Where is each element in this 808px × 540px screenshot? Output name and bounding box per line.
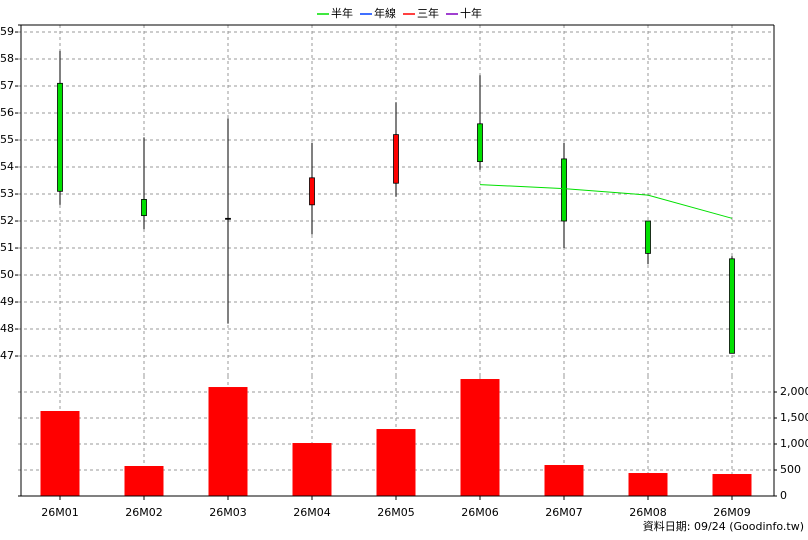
y-tick-label: 59 [0, 25, 14, 38]
y-tick-label: 47 [0, 349, 14, 362]
volume-bar [124, 466, 164, 496]
y-tick-label: 56 [0, 106, 14, 119]
candle-body [561, 158, 567, 222]
legend-label: 三年 [417, 6, 439, 20]
x-tick-label: 26M08 [629, 506, 667, 519]
volume-bar [544, 465, 584, 496]
candle-body [393, 134, 399, 184]
y-tick-label: 54 [0, 160, 14, 173]
y-tick-label: 55 [0, 133, 14, 146]
x-tick-label: 26M04 [293, 506, 331, 519]
x-tick-label: 26M07 [545, 506, 583, 519]
footer: 資料日期: 09/24 (Goodinfo.tw) [643, 519, 804, 533]
ma-line [479, 184, 733, 219]
volume-bar [460, 379, 500, 496]
volume-bar [712, 474, 752, 496]
y-tick-label: 50 [0, 268, 14, 281]
y-tick-label: 0 [780, 489, 787, 502]
y-tick-label: 57 [0, 79, 14, 92]
candle-body [225, 217, 231, 220]
volume-bar [628, 473, 668, 496]
x-tick-label: 26M01 [41, 506, 79, 519]
volume-bar [40, 410, 80, 496]
volume-bar [292, 443, 332, 496]
y-tick-label: 53 [0, 187, 14, 200]
y-tick-label: 1,000 [780, 437, 808, 450]
candle-body [141, 199, 147, 217]
legend-label: 半年 [331, 6, 353, 20]
y-tick-label: 1,500 [780, 411, 808, 424]
y-tick-label: 52 [0, 214, 14, 227]
candle-body [57, 82, 63, 192]
x-tick-label: 26M05 [377, 506, 415, 519]
y-tick-label: 58 [0, 52, 14, 65]
y-tick-label: 48 [0, 322, 14, 335]
x-tick-label: 26M09 [713, 506, 751, 519]
candle-body [477, 123, 483, 163]
candle-body [309, 177, 315, 206]
x-tick-label: 26M06 [461, 506, 499, 519]
y-tick-label: 2,000 [780, 385, 808, 398]
x-tick-label: 26M02 [125, 506, 163, 519]
legend-label: 十年 [460, 6, 482, 20]
candle-body [729, 258, 735, 354]
volume-bar [208, 387, 248, 496]
candle-body [645, 220, 651, 254]
y-tick-label: 500 [780, 463, 801, 476]
volume-bar [376, 429, 416, 496]
x-tick-label: 26M03 [209, 506, 247, 519]
legend-label: 年線 [374, 6, 396, 20]
y-tick-label: 49 [0, 295, 14, 308]
y-tick-label: 51 [0, 241, 14, 254]
